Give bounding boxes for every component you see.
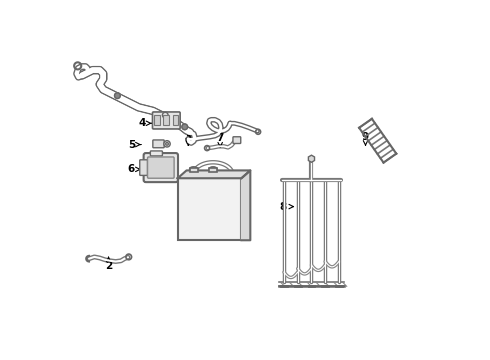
Text: 6: 6 bbox=[127, 165, 140, 174]
Bar bbox=[154, 116, 160, 125]
Circle shape bbox=[166, 143, 169, 145]
FancyBboxPatch shape bbox=[152, 112, 180, 129]
FancyBboxPatch shape bbox=[233, 137, 241, 144]
Bar bbox=[172, 116, 178, 125]
FancyBboxPatch shape bbox=[153, 140, 164, 148]
Bar bbox=[209, 168, 217, 172]
Circle shape bbox=[164, 141, 170, 147]
Text: 8: 8 bbox=[280, 202, 294, 212]
Polygon shape bbox=[242, 170, 250, 240]
Ellipse shape bbox=[190, 167, 197, 171]
Text: 1: 1 bbox=[219, 223, 233, 233]
Text: 4: 4 bbox=[139, 118, 151, 128]
Circle shape bbox=[162, 112, 168, 118]
FancyBboxPatch shape bbox=[178, 178, 242, 240]
Text: 9: 9 bbox=[362, 132, 369, 145]
Text: 5: 5 bbox=[128, 140, 141, 149]
Bar bbox=[164, 116, 169, 125]
Text: 3: 3 bbox=[185, 132, 192, 145]
Text: 2: 2 bbox=[105, 257, 112, 271]
Polygon shape bbox=[178, 170, 250, 178]
FancyBboxPatch shape bbox=[140, 160, 147, 175]
Ellipse shape bbox=[209, 167, 217, 171]
FancyBboxPatch shape bbox=[144, 153, 178, 182]
Circle shape bbox=[182, 124, 188, 130]
FancyBboxPatch shape bbox=[150, 151, 162, 156]
Bar bbox=[190, 168, 197, 172]
Circle shape bbox=[115, 93, 120, 99]
FancyBboxPatch shape bbox=[147, 157, 174, 178]
Text: 7: 7 bbox=[217, 133, 224, 147]
